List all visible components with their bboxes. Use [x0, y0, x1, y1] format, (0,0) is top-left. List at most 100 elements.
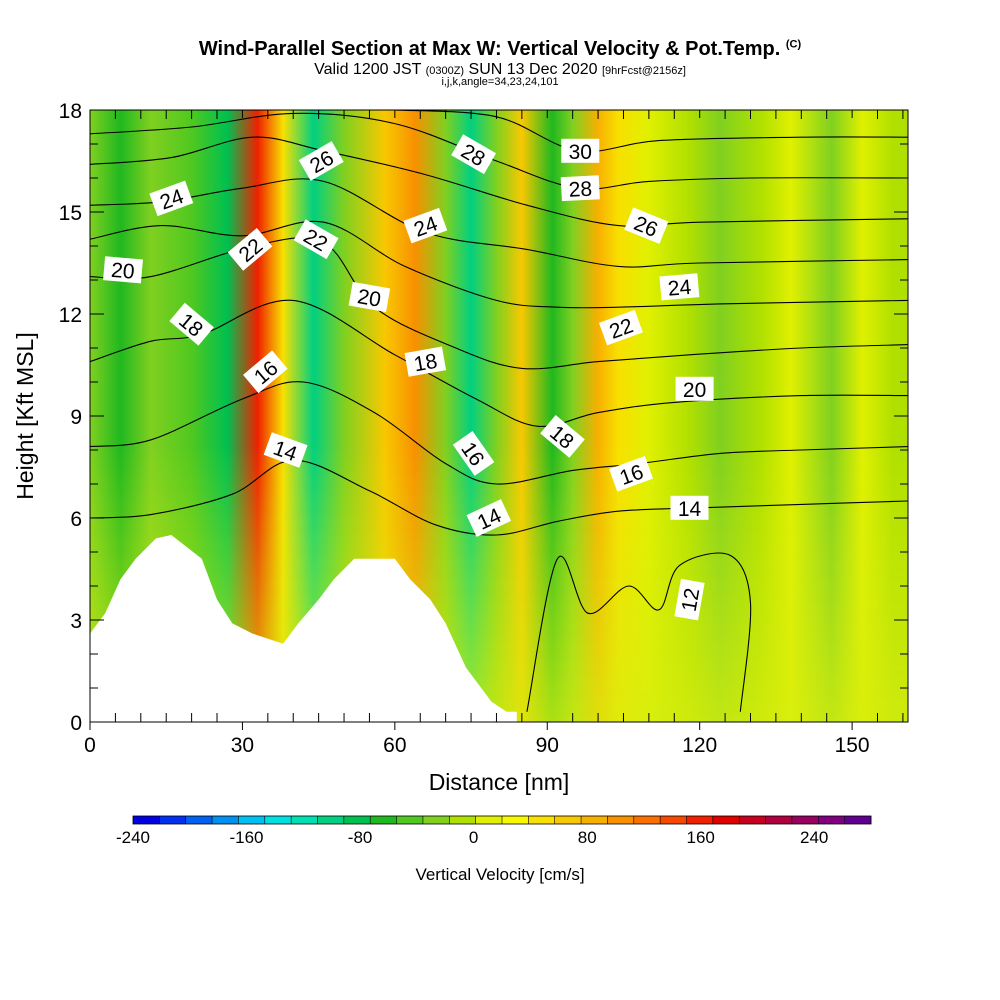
contour-label-28: 28 — [560, 175, 600, 202]
contour-label-box — [624, 207, 669, 244]
contour-label-text: 28 — [568, 178, 593, 202]
colorbar-swatch — [449, 816, 477, 824]
colorbar-swatch — [528, 816, 556, 824]
x-tick-label: 150 — [835, 734, 870, 757]
theta-contour-30 — [394, 110, 908, 153]
colorbar-swatch — [264, 816, 292, 824]
contour-label-text: 20 — [110, 259, 135, 284]
colorbar-swatch — [133, 816, 160, 824]
axes: 0 30 60 90 120 150 0 3 6 9 12 15 18 — [59, 100, 908, 757]
copyright-mark: (C) — [785, 38, 802, 51]
colorbar-swatch — [791, 816, 819, 824]
y-axis-label: Height [Kft MSL] — [12, 332, 38, 499]
colorbar-swatch — [554, 816, 582, 824]
colorbar-label: Vertical Velocity [cm/s] — [415, 865, 584, 884]
colorbar-swatch — [396, 816, 424, 824]
contour-label-text: 12 — [678, 586, 705, 613]
contour-label-box — [348, 281, 391, 313]
x-tick-label: 0 — [84, 734, 96, 757]
colorbar-tick-label: -80 — [348, 828, 373, 847]
contour-label-box — [263, 432, 308, 468]
colorbar-swatch — [502, 816, 529, 824]
contour-label-box — [451, 134, 497, 175]
colorbar-swatch — [159, 816, 187, 824]
x-tick-label: 60 — [383, 734, 406, 757]
contour-label-12: 12 — [674, 578, 705, 621]
colorbar-swatch — [212, 816, 239, 824]
contour-label-20: 20 — [103, 256, 143, 284]
contour-label-text: 20 — [683, 379, 706, 402]
colorbar-swatch — [739, 816, 766, 824]
contour-label-box — [674, 578, 705, 621]
y-tick-label: 15 — [59, 202, 82, 225]
contour-label-20: 20 — [675, 376, 714, 402]
contour-label-16: 16 — [452, 430, 495, 476]
contour-label-text: 24 — [667, 276, 693, 301]
contour-label-16: 16 — [609, 456, 654, 492]
x-tick-label: 90 — [536, 734, 559, 757]
colorbar-tick-label: 0 — [469, 828, 478, 847]
y-tick-label: 3 — [70, 610, 82, 633]
contour-label-box — [169, 302, 214, 346]
y-tick-label: 18 — [59, 100, 82, 123]
contour-label-14: 14 — [670, 495, 709, 521]
x-tick-label: 120 — [682, 734, 717, 757]
colorbar-swatch — [607, 816, 635, 824]
contour-label-box — [466, 499, 512, 537]
contour-label-box — [149, 180, 194, 217]
contour-label-box — [227, 227, 273, 271]
colorbar-swatch — [185, 816, 213, 824]
contour-label-box — [404, 346, 447, 377]
colorbar-swatch — [844, 816, 872, 824]
colorbar-swatch — [712, 816, 740, 824]
colorbar-swatch — [291, 816, 318, 824]
contour-label-box — [452, 430, 495, 476]
colorbar-swatch — [370, 816, 397, 824]
chart-title: Wind-Parallel Section at Max W: Vertical… — [198, 38, 802, 60]
y-tick-label: 6 — [70, 508, 82, 531]
contour-label-text: 20 — [356, 285, 383, 312]
chart-params: i,j,k,angle=34,23,24,101 — [441, 76, 559, 88]
y-tick-label: 0 — [70, 712, 82, 735]
contour-label-text: 30 — [569, 141, 592, 164]
colorbar-tick-label: -160 — [229, 828, 263, 847]
theta-contour-12 — [526, 552, 752, 712]
contour-label-box — [293, 219, 339, 260]
contour-label-box — [540, 414, 585, 458]
chart-subtitle: Valid 1200 JST (0300Z) SUN 13 Dec 2020 [… — [314, 61, 686, 78]
contour-label-18: 18 — [404, 346, 447, 377]
contour-label-20: 20 — [348, 281, 391, 313]
colorbar-tick-label: 160 — [687, 828, 715, 847]
colorbar-swatch — [660, 816, 687, 824]
contour-label-30: 30 — [561, 138, 600, 164]
contour-label-box — [560, 175, 600, 202]
colorbar-tick-label: 240 — [800, 828, 828, 847]
y-tick-label: 9 — [70, 406, 82, 429]
colorbar-tick-label: -240 — [116, 828, 150, 847]
x-axis-label: Distance [nm] — [429, 769, 570, 795]
contour-label-box — [298, 141, 344, 181]
x-tick-label: 30 — [231, 734, 254, 757]
theta-contour-14 — [90, 459, 908, 536]
theta-contour-26 — [90, 136, 908, 227]
colorbar-tick-label: 80 — [578, 828, 597, 847]
contour-label-box — [659, 273, 700, 301]
colorbar-swatch — [686, 816, 714, 824]
contour-label-box — [403, 207, 448, 244]
contour-label-box — [609, 456, 654, 492]
colorbar: -240 -160 -80 0 80 160 240 — [116, 815, 872, 847]
contour-label-box — [675, 376, 714, 401]
colorbar-swatch — [238, 816, 266, 824]
contour-label-24: 24 — [659, 273, 700, 301]
contour-label-text: 14 — [678, 498, 702, 521]
colorbar-swatch — [343, 816, 371, 824]
colorbar-swatch — [581, 816, 608, 824]
colorbar-swatch — [765, 816, 793, 824]
contour-label-18: 18 — [169, 302, 214, 346]
contour-label-box — [561, 138, 600, 163]
contour-label-box — [243, 350, 288, 394]
contour-label-22: 22 — [598, 309, 643, 346]
contour-label-box — [598, 309, 643, 346]
